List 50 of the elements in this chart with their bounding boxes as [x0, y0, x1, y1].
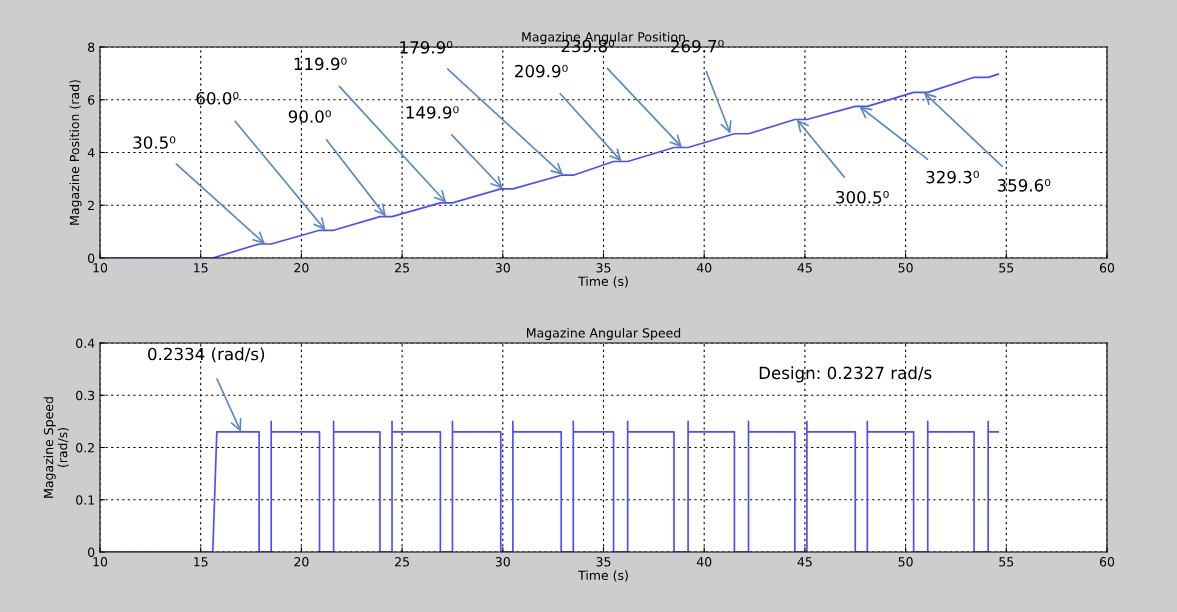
x-tick-label: 30 [495, 557, 510, 567]
x-tick-label: 30 [495, 263, 510, 273]
annotation: 359.6⁰ [997, 179, 1051, 192]
y-tick-label: 2 [88, 200, 94, 210]
y-tick-label: 0.2 [76, 442, 94, 453]
annotation: 0.2334 (rad/s) [148, 347, 265, 363]
x-tick-label: 35 [596, 557, 611, 567]
annotation: 329.3⁰ [926, 170, 979, 184]
y-tick-label: 0 [88, 253, 95, 263]
annotation: 90.0⁰ [288, 110, 331, 123]
annotation: 149.9⁰ [406, 106, 459, 119]
x-tick-label: 10 [93, 263, 108, 273]
annotation: 300.5⁰ [836, 190, 889, 204]
annotation: 119.9⁰ [294, 57, 347, 71]
x-tick-label: 25 [395, 557, 409, 567]
x-tick-label: 45 [797, 557, 812, 567]
x-axis-title: Time (s) [578, 276, 628, 288]
x-tick-label: 25 [395, 263, 409, 273]
x-tick-label: 55 [999, 557, 1014, 567]
x-tick-label: 60 [1099, 263, 1115, 273]
annotation: 209.9⁰ [515, 64, 568, 78]
x-tick-label: 15 [194, 263, 208, 273]
annotation: 269.7⁰ [671, 39, 724, 53]
x-tick-label: 20 [294, 263, 309, 273]
x-tick-label: 20 [294, 557, 309, 567]
x-tick-label: 40 [696, 557, 712, 567]
y-tick-label: 0.3 [76, 390, 95, 401]
x-tick-label: 15 [194, 557, 208, 567]
x-tick-label: 50 [898, 263, 913, 273]
x-tick-label: 45 [797, 263, 812, 273]
x-axis-title: Time (s) [578, 570, 628, 582]
x-tick-label: 50 [898, 557, 913, 567]
annotation: 30.5⁰ [133, 136, 176, 149]
annotation: 179.9⁰ [400, 41, 453, 54]
annotation: Design: 0.2327 rad/s [759, 366, 932, 383]
y-tick-label: 0 [88, 547, 95, 557]
y-axis-title: Magazine Position (rad) [69, 80, 82, 225]
y-axis-title: Magazine Speed (rad/s) [43, 397, 69, 498]
annotation: 60.0⁰ [196, 91, 239, 105]
x-tick-label: 40 [696, 263, 712, 273]
x-tick-label: 35 [596, 263, 611, 273]
y-tick-label: 6 [88, 95, 95, 105]
y-tick-label: 4 [87, 148, 95, 158]
y-tick-label: 0.4 [76, 338, 95, 348]
y-tick-label: 0.1 [76, 495, 94, 505]
x-tick-label: 10 [93, 557, 108, 567]
chart-title: Magazine Angular Speed [527, 327, 681, 341]
x-tick-label: 60 [1099, 557, 1115, 567]
y-tick-label: 8 [88, 42, 95, 52]
x-tick-label: 55 [999, 263, 1014, 273]
